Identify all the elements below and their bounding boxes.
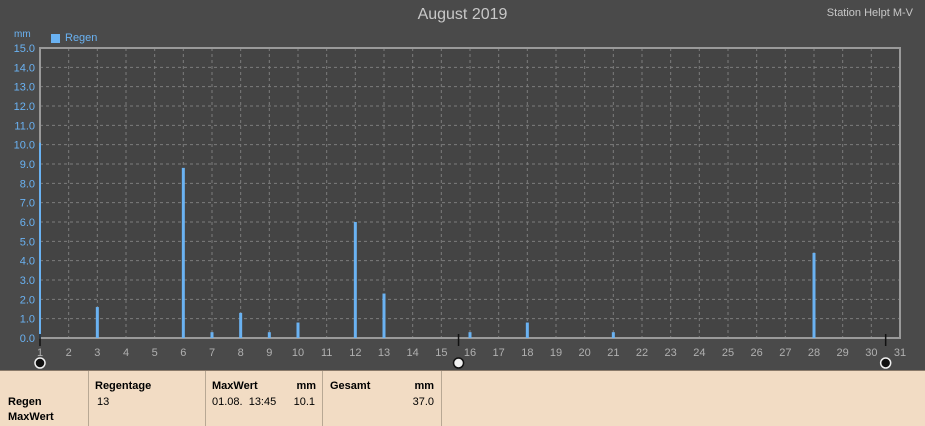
stats-regentage: Regentage 13 bbox=[89, 371, 206, 426]
y-tick-label: 4.0 bbox=[20, 256, 35, 268]
gesamt-value: 37.0 bbox=[412, 396, 434, 408]
x-tick-label: 31 bbox=[894, 347, 906, 359]
x-tick-label: 8 bbox=[238, 347, 244, 359]
y-tick-label: 8.0 bbox=[20, 178, 35, 190]
y-tick-label: 11.0 bbox=[14, 120, 35, 132]
x-tick-label: 6 bbox=[180, 347, 186, 359]
x-tick-label: 27 bbox=[779, 347, 791, 359]
y-tick-label: 1.0 bbox=[20, 314, 35, 326]
x-tick-label: 7 bbox=[209, 347, 215, 359]
x-tick-label: 3 bbox=[94, 347, 100, 359]
chart-title: August 2019 bbox=[417, 6, 508, 23]
x-tick-label: 19 bbox=[550, 347, 562, 359]
y-tick-label: 13.0 bbox=[14, 82, 35, 94]
y-tick-label: 7.0 bbox=[20, 198, 35, 210]
rain-bar bbox=[812, 252, 816, 338]
x-tick-label: 15 bbox=[435, 347, 447, 359]
rain-bar-chart: 0.01.02.03.04.05.06.07.08.09.010.011.012… bbox=[14, 43, 906, 369]
stats-row-labels: Regen MaxWert bbox=[0, 371, 89, 426]
y-tick-label: 6.0 bbox=[20, 217, 35, 229]
rain-bar bbox=[296, 322, 300, 338]
row-label-maxwert: MaxWert bbox=[8, 411, 54, 423]
legend-label: Regen bbox=[65, 32, 98, 44]
maxwert-value: 10.1 bbox=[293, 396, 315, 408]
station-name: Station Helpt M-V bbox=[826, 7, 913, 19]
rain-bar bbox=[210, 332, 214, 338]
x-tick-label: 23 bbox=[665, 347, 677, 359]
y-tick-label: 0.0 bbox=[20, 333, 35, 345]
regentage-value: 13 bbox=[97, 396, 110, 408]
y-axis-label: mm bbox=[14, 29, 31, 40]
legend-swatch bbox=[51, 33, 60, 43]
x-tick-label: 24 bbox=[693, 347, 705, 359]
rain-bar bbox=[95, 307, 99, 338]
rain-bar bbox=[525, 322, 529, 338]
x-tick-label: 9 bbox=[266, 347, 272, 359]
x-tick-label: 1 bbox=[37, 347, 43, 359]
stats-gesamt: Gesamt mm 37.0 bbox=[323, 371, 442, 426]
x-tick-label: 30 bbox=[865, 347, 877, 359]
x-tick-label: 29 bbox=[837, 347, 849, 359]
y-tick-label: 9.0 bbox=[20, 159, 35, 171]
x-tick-label: 25 bbox=[722, 347, 734, 359]
x-tick-label: 22 bbox=[636, 347, 648, 359]
legend: Regen bbox=[51, 32, 97, 44]
y-tick-label: 5.0 bbox=[20, 236, 35, 248]
gesamt-header: Gesamt bbox=[330, 380, 371, 392]
rain-bar bbox=[468, 332, 472, 338]
y-tick-label: 2.0 bbox=[20, 294, 35, 306]
row-label-regen: Regen bbox=[8, 396, 42, 408]
y-tick-label: 10.0 bbox=[14, 140, 35, 152]
x-tick-label: 18 bbox=[521, 347, 533, 359]
rain-bar bbox=[39, 142, 41, 338]
y-tick-label: 3.0 bbox=[20, 275, 35, 287]
x-tick-label: 12 bbox=[349, 347, 361, 359]
x-tick-label: 10 bbox=[292, 347, 304, 359]
x-tick-label: 13 bbox=[378, 347, 390, 359]
chart-area: 0.0 1.0 2.0 3.0 4.0 5.0 6.0 7.0 8.0 9.0 10.0 11.0 12… bbox=[14, 6, 913, 369]
y-tick-label: 12.0 bbox=[14, 101, 35, 113]
maxwert-header: MaxWert bbox=[212, 380, 258, 392]
statistics-panel: Regen MaxWert Regentage 13 MaxWert mm 01… bbox=[0, 370, 925, 426]
range-marker-handle[interactable] bbox=[879, 357, 892, 369]
y-tick-label: 14.0 bbox=[14, 62, 35, 74]
gesamt-unit: mm bbox=[414, 380, 434, 392]
x-tick-label: 11 bbox=[321, 347, 332, 359]
x-tick-label: 4 bbox=[123, 347, 129, 359]
rain-bar bbox=[382, 293, 386, 338]
x-tick-label: 14 bbox=[407, 347, 419, 359]
x-tick-label: 16 bbox=[464, 347, 476, 359]
x-tick-label: 5 bbox=[152, 347, 158, 359]
rain-bar bbox=[239, 312, 243, 338]
regentage-header: Regentage bbox=[95, 380, 152, 392]
x-tick-label: 2 bbox=[66, 347, 72, 359]
y-tick-label: 15.0 bbox=[14, 43, 35, 55]
rain-bar bbox=[267, 332, 271, 338]
x-tick-label: 20 bbox=[579, 347, 591, 359]
maxwert-unit: mm bbox=[296, 380, 316, 392]
x-tick-label: 21 bbox=[607, 347, 619, 359]
rain-bar bbox=[181, 167, 185, 338]
rain-bar bbox=[353, 222, 357, 338]
x-tick-label: 28 bbox=[808, 347, 820, 359]
stats-maxwert: MaxWert mm 01.08. 13:45 10.1 bbox=[206, 371, 323, 426]
x-tick-label: 26 bbox=[751, 347, 763, 359]
range-marker-handle[interactable] bbox=[34, 357, 46, 369]
x-tick-label: 17 bbox=[493, 347, 505, 359]
rain-bar bbox=[611, 332, 615, 338]
maxwert-time: 01.08. 13:45 bbox=[212, 396, 277, 408]
range-marker-handle[interactable] bbox=[452, 357, 465, 369]
